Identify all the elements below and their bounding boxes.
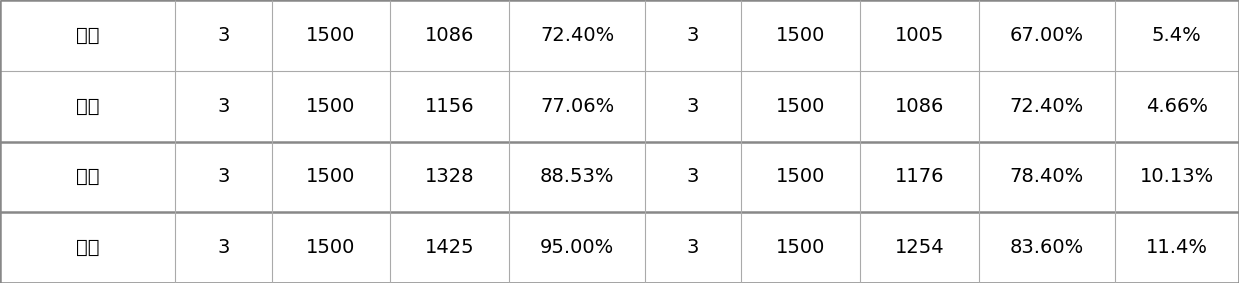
Text: 77.06%: 77.06% xyxy=(540,97,615,116)
Text: 1500: 1500 xyxy=(776,26,825,45)
Text: 11.4%: 11.4% xyxy=(1146,238,1208,257)
Text: 1005: 1005 xyxy=(895,26,944,45)
Text: 1156: 1156 xyxy=(425,97,475,116)
Text: 88.53%: 88.53% xyxy=(540,167,615,186)
Text: 95.00%: 95.00% xyxy=(540,238,615,257)
Text: 1425: 1425 xyxy=(425,238,475,257)
Text: 5.4%: 5.4% xyxy=(1152,26,1202,45)
Text: 1500: 1500 xyxy=(776,97,825,116)
Text: 1254: 1254 xyxy=(895,238,944,257)
Text: 1176: 1176 xyxy=(895,167,944,186)
Text: 72.40%: 72.40% xyxy=(1010,97,1084,116)
Text: 3: 3 xyxy=(686,167,699,186)
Text: 67.00%: 67.00% xyxy=(1010,26,1084,45)
Text: 1500: 1500 xyxy=(306,26,356,45)
Text: 夏末: 夏末 xyxy=(76,238,99,257)
Text: 3: 3 xyxy=(217,238,229,257)
Text: 1086: 1086 xyxy=(895,97,944,116)
Text: 春末: 春末 xyxy=(76,97,99,116)
Text: 83.60%: 83.60% xyxy=(1010,238,1084,257)
Text: 1328: 1328 xyxy=(425,167,475,186)
Text: 夏初: 夏初 xyxy=(76,167,99,186)
Text: 1500: 1500 xyxy=(776,167,825,186)
Text: 1500: 1500 xyxy=(306,238,356,257)
Text: 3: 3 xyxy=(217,167,229,186)
Text: 3: 3 xyxy=(217,26,229,45)
Text: 1500: 1500 xyxy=(776,238,825,257)
Text: 72.40%: 72.40% xyxy=(540,26,615,45)
Text: 4.66%: 4.66% xyxy=(1146,97,1208,116)
Text: 10.13%: 10.13% xyxy=(1140,167,1214,186)
Text: 春初: 春初 xyxy=(76,26,99,45)
Text: 78.40%: 78.40% xyxy=(1010,167,1084,186)
Text: 1500: 1500 xyxy=(306,97,356,116)
Text: 1500: 1500 xyxy=(306,167,356,186)
Text: 3: 3 xyxy=(686,97,699,116)
Text: 3: 3 xyxy=(686,238,699,257)
Text: 1086: 1086 xyxy=(425,26,475,45)
Text: 3: 3 xyxy=(686,26,699,45)
Text: 3: 3 xyxy=(217,97,229,116)
